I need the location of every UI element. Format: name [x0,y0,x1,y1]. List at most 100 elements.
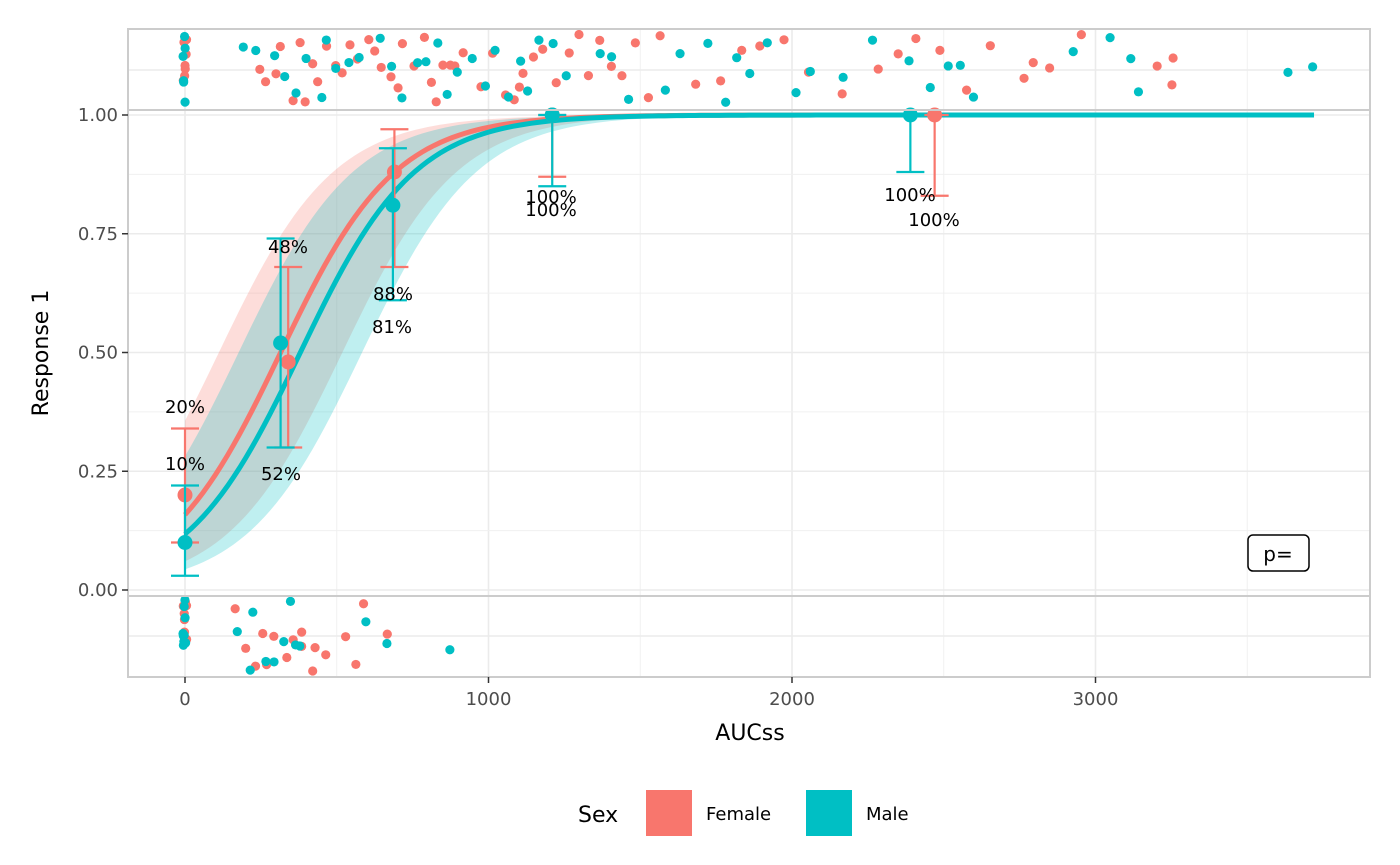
x-tick-label: 0 [179,689,190,710]
nonresponder-point-male [269,657,279,667]
responder-point-male [291,88,301,98]
percent-label: 88% [373,284,413,305]
responder-point-female [260,77,271,87]
responder-point-male [503,92,514,102]
responder-point-male [968,92,979,102]
plot-panel: 20%48%88%100%100%10% 52%81%100%100% [127,107,1371,597]
responder-point-female [308,59,318,69]
responder-point-male [270,51,280,61]
percent-label: 48% [268,237,308,258]
responder-point-male [280,71,290,82]
responder-point-male [791,88,801,98]
binned-mean-point [902,107,918,123]
x-axis-title: AUCss [715,721,784,746]
responder-point-female [313,77,323,87]
nonresponder-point-male [245,665,255,675]
responder-point-male [331,63,341,74]
responder-point-female [1168,53,1178,63]
responder-point-male [675,49,685,59]
x-tick-label: 3000 [1073,689,1119,710]
nonresponder-point-male [248,607,258,617]
axes: 0 1000 2000 3000 0.00 0.25 0.50 0.75 1.00 [78,105,1118,710]
nonresponder-point-female [308,666,318,676]
percent-label: 52% [261,464,301,485]
responder-point-male [421,57,431,67]
binned-mean-point [385,197,401,213]
percent-label: 81% [372,317,412,338]
y-axis-title: Response 1 [29,290,54,417]
responder-point-male [179,31,190,42]
responder-point-female [643,93,654,103]
responder-point-female [364,35,374,45]
responder-point-male [467,53,477,64]
nonresponder-point-female [258,628,268,639]
responder-point-male [925,82,935,93]
responder-point-male [534,35,544,45]
y-tick-label: 0.00 [78,580,118,601]
nonresponder-point-male [445,645,455,655]
responder-point-male [805,66,815,77]
responder-point-male [375,33,385,43]
responder-point-male [180,43,190,53]
responder-point-male [721,97,731,107]
responder-point-female [551,78,561,88]
responder-point-female [337,68,347,78]
responder-points-panel [127,28,1371,111]
responder-point-male [433,38,443,48]
nonresponder-point-female [310,643,320,653]
binned-mean-point [927,107,943,123]
responder-point-female [393,83,403,93]
legend-title: Sex [578,803,618,828]
legend-label-male: Male [866,804,909,825]
panel-border [127,595,1371,678]
responder-point-female [574,29,584,40]
nonresponder-point-female [269,631,279,641]
responder-point-female [518,68,528,78]
responder-point-male [480,81,491,91]
p-value-box: p= [1247,534,1310,572]
nonresponder-point-female [321,650,331,660]
responder-point-male [516,56,526,66]
nonresponder-point-male [285,596,296,607]
responder-point-female [345,40,355,50]
responder-point-male [1105,33,1115,43]
responder-point-female [180,60,190,71]
x-tick-label: 2000 [769,689,815,710]
responder-point-male [762,38,772,48]
responder-point-female [275,41,285,52]
responder-point-female [295,37,305,48]
responder-point-male [452,67,462,77]
responder-point-female [737,45,747,55]
responder-point-male [412,58,423,68]
nonresponder-point-male [180,613,190,623]
responder-point-female [255,64,265,74]
binned-mean-point [544,107,560,123]
responder-point-female [397,39,408,49]
legend: Sex Female Male [578,790,909,836]
responder-point-female [288,96,298,106]
responder-point-female [606,61,616,71]
responder-point-male [703,38,713,48]
y-tick-label: 0.50 [78,343,118,364]
y-tick-label: 0.75 [78,224,118,245]
responder-point-female [691,79,701,89]
responder-point-male [660,85,670,95]
responder-point-female [655,31,665,41]
responder-point-female [630,38,640,48]
responder-point-female [300,97,310,107]
responder-point-male [317,92,327,103]
binned-mean-point [177,535,193,550]
y-tick-label: 0.25 [78,461,118,482]
legend-label-female: Female [706,804,771,825]
fit-curve-male [183,112,1315,536]
percent-label: 10% [165,454,205,475]
nonresponder-point-female [382,629,392,639]
percent-label: 20% [165,397,205,418]
responder-point-male [745,68,755,79]
responder-point-female [837,89,847,99]
responder-point-female [617,71,627,81]
responder-point-male [904,56,914,66]
percent-label: 100% [908,210,959,231]
nonresponder-point-male [261,656,271,667]
